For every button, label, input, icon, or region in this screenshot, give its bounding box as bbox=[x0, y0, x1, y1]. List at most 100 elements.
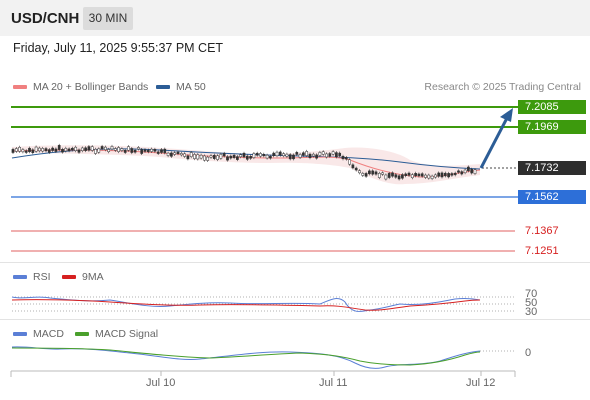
forecast-arrow-line bbox=[479, 117, 509, 169]
legend-label: MACD Signal bbox=[95, 328, 159, 340]
candle-body bbox=[77, 149, 81, 153]
candle-body bbox=[255, 152, 259, 156]
candle-body bbox=[394, 174, 398, 178]
rsi-9ma-line bbox=[11, 299, 481, 311]
candle-body bbox=[64, 148, 68, 152]
candle-body bbox=[21, 149, 25, 153]
candle-body bbox=[285, 153, 289, 157]
currency-pair-title: USD/CNH bbox=[11, 10, 80, 27]
candle-body bbox=[90, 146, 94, 151]
candle-body bbox=[292, 154, 295, 160]
x-label-jul10: Jul 10 bbox=[146, 377, 176, 389]
candle-body bbox=[123, 149, 127, 153]
candle-body bbox=[364, 173, 368, 177]
candle-body bbox=[74, 146, 78, 151]
price-label-support-2: 7.1367 bbox=[525, 225, 559, 237]
candle-body bbox=[229, 155, 233, 159]
candle-body bbox=[358, 170, 361, 174]
legend-rsi: RSI bbox=[13, 271, 51, 283]
candlesticks bbox=[11, 143, 477, 181]
candle-body bbox=[249, 156, 252, 159]
candle-body bbox=[127, 146, 130, 151]
candle-body bbox=[219, 154, 223, 159]
candle-body bbox=[189, 152, 193, 157]
candle-body bbox=[434, 174, 437, 178]
legend-label: MA 20 + Bollinger Bands bbox=[33, 81, 149, 93]
candle-body bbox=[414, 173, 417, 177]
candle-body bbox=[94, 148, 97, 154]
candle-body bbox=[28, 147, 31, 152]
candle-body bbox=[410, 174, 414, 179]
x-label-jul12: Jul 12 bbox=[466, 377, 496, 389]
candle-body bbox=[457, 170, 460, 173]
candle-body bbox=[209, 155, 213, 158]
macd-panel-separator bbox=[0, 319, 590, 320]
candle-body bbox=[377, 173, 381, 178]
candle-body bbox=[308, 153, 312, 159]
bollinger-band bbox=[12, 145, 480, 185]
candle-body bbox=[150, 148, 153, 152]
candle-body bbox=[47, 149, 51, 153]
candle-body bbox=[427, 174, 431, 179]
candle-body bbox=[173, 152, 177, 155]
candle-body bbox=[295, 152, 299, 155]
candle-body bbox=[401, 174, 404, 179]
candle-body bbox=[222, 153, 226, 157]
candle-body bbox=[397, 175, 401, 180]
macd-swatch bbox=[13, 332, 27, 337]
price-tag-resistance-1: 7.1969 bbox=[518, 120, 586, 134]
macd-signal-swatch bbox=[75, 332, 89, 337]
candle-body bbox=[110, 146, 114, 150]
candle-body bbox=[107, 149, 111, 152]
rsi-panel-separator bbox=[0, 262, 590, 263]
candle-body bbox=[146, 149, 150, 153]
candle-body bbox=[341, 156, 345, 160]
candle-body bbox=[424, 174, 427, 178]
candle-body bbox=[44, 148, 48, 152]
candle-body bbox=[212, 154, 216, 159]
price-tag-last: 7.1732 bbox=[518, 161, 586, 175]
legend-ma20-bollinger: MA 20 + Bollinger Bands bbox=[13, 81, 148, 93]
candle-body bbox=[259, 153, 262, 157]
candle-body bbox=[31, 149, 35, 153]
candle-body bbox=[463, 169, 467, 174]
candle-body bbox=[137, 147, 140, 150]
candle-body bbox=[239, 154, 243, 158]
candle-body bbox=[344, 157, 348, 160]
candle-body bbox=[196, 154, 200, 160]
ma50-swatch bbox=[156, 85, 170, 90]
candle-body bbox=[242, 152, 246, 158]
ma20-swatch bbox=[13, 85, 27, 90]
candle-body bbox=[193, 154, 196, 159]
candle-body bbox=[443, 172, 447, 177]
candle-body bbox=[61, 149, 64, 153]
legend-ma50: MA 50 bbox=[156, 81, 206, 93]
candle-body bbox=[311, 153, 315, 157]
candle-body bbox=[120, 148, 124, 151]
credit-text: Research © 2025 Trading Central bbox=[424, 81, 581, 93]
candle-body bbox=[130, 148, 134, 153]
macd-zero-label: 0 bbox=[525, 347, 532, 359]
macd-signal-line bbox=[11, 347, 481, 366]
timeframe-button[interactable]: 30 MIN bbox=[83, 7, 133, 30]
candle-body bbox=[245, 155, 249, 160]
candle-body bbox=[252, 153, 256, 158]
candle-body bbox=[450, 173, 454, 176]
candle-body bbox=[54, 148, 58, 152]
candle-body bbox=[24, 150, 28, 153]
candle-body bbox=[351, 164, 355, 169]
candle-body bbox=[440, 172, 444, 178]
price-tag-resistance-2: 7.2085 bbox=[518, 100, 586, 114]
candle-body bbox=[265, 154, 269, 159]
candle-body bbox=[236, 156, 239, 160]
candle-body bbox=[18, 146, 21, 152]
candle-body bbox=[473, 169, 477, 174]
candle-body bbox=[143, 149, 147, 152]
forecast-arrow-head bbox=[500, 108, 513, 122]
legend-macd: MACD bbox=[13, 328, 64, 340]
candle-body bbox=[371, 170, 375, 175]
candle-body bbox=[51, 147, 54, 151]
candle-body bbox=[133, 149, 137, 153]
candle-body bbox=[315, 154, 318, 159]
candle-body bbox=[117, 147, 120, 152]
